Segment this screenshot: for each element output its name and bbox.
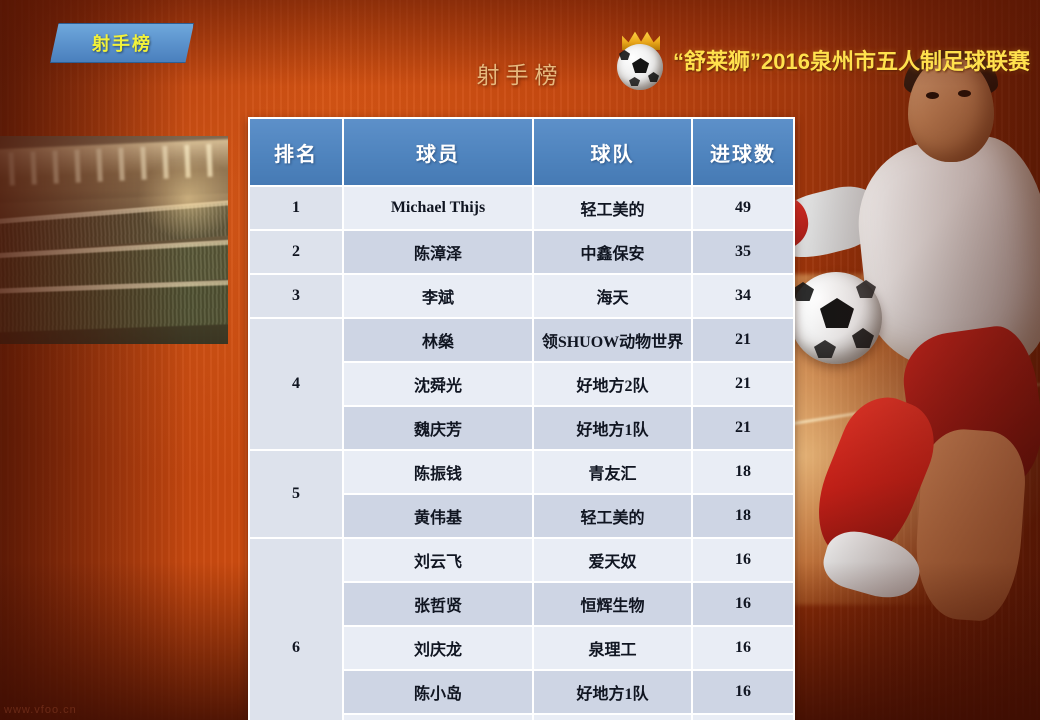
cell-player: 林燊 xyxy=(342,317,534,363)
table-row: 刘庆龙 泉理工 16 xyxy=(249,625,795,671)
cell-player: 刘庆龙 xyxy=(342,625,534,671)
cell-team: 泉理工 xyxy=(532,625,693,671)
table-row: 陈小岛 好地方1队 16 xyxy=(249,669,795,715)
cell-player: 张哲贤 xyxy=(342,581,534,627)
table-row: 1 Michael Thijs 轻工美的 49 xyxy=(248,185,795,231)
cell-goals: 21 xyxy=(691,405,795,451)
cell-team: 青友汇 xyxy=(532,449,693,495)
table-row: 3 李斌 海天 34 xyxy=(248,273,795,319)
cell-team: 轻工美的 xyxy=(532,493,693,539)
table-row: 2 陈漳泽 中鑫保安 35 xyxy=(248,229,795,275)
league-title: “舒莱狮”2016泉州市五人制足球联赛 xyxy=(673,49,1030,74)
cell-player: 魏庆芳 xyxy=(342,405,534,451)
table-row: 5 陈振钱 青友汇 18 xyxy=(248,449,795,539)
cell-goals: 16 xyxy=(691,581,795,627)
crowned-soccer-ball-icon xyxy=(613,30,667,90)
table-body: 1 Michael Thijs 轻工美的 49 2 陈漳泽 中鑫保安 35 3 李斌 海天 34 4 林燊… xyxy=(248,185,795,720)
column-header-rank: 排名 xyxy=(248,117,344,187)
cell-rank: 1 xyxy=(248,185,344,231)
cell-team: 海天 xyxy=(532,273,693,319)
ball-icon xyxy=(617,44,664,90)
table-row: 张弦中大酒业16 xyxy=(249,713,795,720)
cell-rank: 3 xyxy=(248,273,344,319)
table-header-row: 排名 球员 球队 进球数 xyxy=(248,117,795,187)
cell-team: 好地方1队 xyxy=(532,669,693,715)
cell-team: 恒辉生物 xyxy=(532,581,693,627)
cell-team: 中鑫保安 xyxy=(532,229,693,275)
cell-team: 爱天奴 xyxy=(532,537,693,583)
cell-player: 黄伟基 xyxy=(342,493,534,539)
cell-goals: 16 xyxy=(691,669,795,715)
table-row: 黄伟基 轻工美的 18 xyxy=(249,493,795,539)
cell-goals: 16 xyxy=(691,625,795,671)
section-badge-label: 射手榜 xyxy=(92,34,152,54)
cell-rank: 4 xyxy=(248,317,344,451)
cell-rank: 6 xyxy=(248,537,344,720)
cell-player: 刘云飞 xyxy=(342,537,534,583)
cell-team: 轻工美的 xyxy=(532,185,693,231)
soccer-ball-icon xyxy=(790,272,882,364)
cell-player: 李斌 xyxy=(342,273,534,319)
cell-goals: 18 xyxy=(691,493,795,539)
column-header-player: 球员 xyxy=(342,117,534,187)
stadium-photo-strip xyxy=(0,136,228,344)
cell-player: 陈振钱 xyxy=(342,449,534,495)
cell-rank: 5 xyxy=(248,449,344,539)
cell-goals: 21 xyxy=(691,361,795,407)
section-badge: 射手榜 xyxy=(50,23,194,63)
cell-goals: 18 xyxy=(691,449,795,495)
table-row: 沈舜光 好地方2队 21 xyxy=(249,361,795,407)
table-row: 4 林燊 领SHUOW动物世界 21 xyxy=(248,317,795,451)
cell-goals: 34 xyxy=(691,273,795,319)
cell-player: 沈舜光 xyxy=(342,361,534,407)
soccer-player-photo xyxy=(758,0,1040,720)
cell-player: Michael Thijs xyxy=(342,185,534,231)
cell-goals: 49 xyxy=(691,185,795,231)
cell-rank: 2 xyxy=(248,229,344,275)
column-header-team: 球队 xyxy=(532,117,693,187)
cell-player: 陈漳泽 xyxy=(342,229,534,275)
cell-goals: 16 xyxy=(691,713,795,720)
cell-player: 张弦 xyxy=(342,713,534,720)
cell-team: 好地方2队 xyxy=(532,361,693,407)
cell-team: 中大酒业 xyxy=(532,713,693,720)
cell-goals: 21 xyxy=(691,317,795,363)
league-lockup: “舒莱狮”2016泉州市五人制足球联赛 xyxy=(613,30,1030,90)
cell-player: 陈小岛 xyxy=(342,669,534,715)
cell-team: 好地方1队 xyxy=(532,405,693,451)
top-scorers-table: 排名 球员 球队 进球数 1 Michael Thijs 轻工美的 49 2 陈漳泽 中鑫保… xyxy=(248,117,795,720)
table-row: 6 刘云飞 爱天奴 16 xyxy=(248,537,795,720)
cell-team: 领SHUOW动物世界 xyxy=(532,317,693,363)
cell-goals: 35 xyxy=(691,229,795,275)
column-header-goals: 进球数 xyxy=(691,117,795,187)
cell-goals: 16 xyxy=(691,537,795,583)
table-row: 张哲贤 恒辉生物 16 xyxy=(249,581,795,627)
watermark: www.vfoo.cn xyxy=(4,704,77,716)
table-row: 魏庆芳 好地方1队 21 xyxy=(249,405,795,451)
